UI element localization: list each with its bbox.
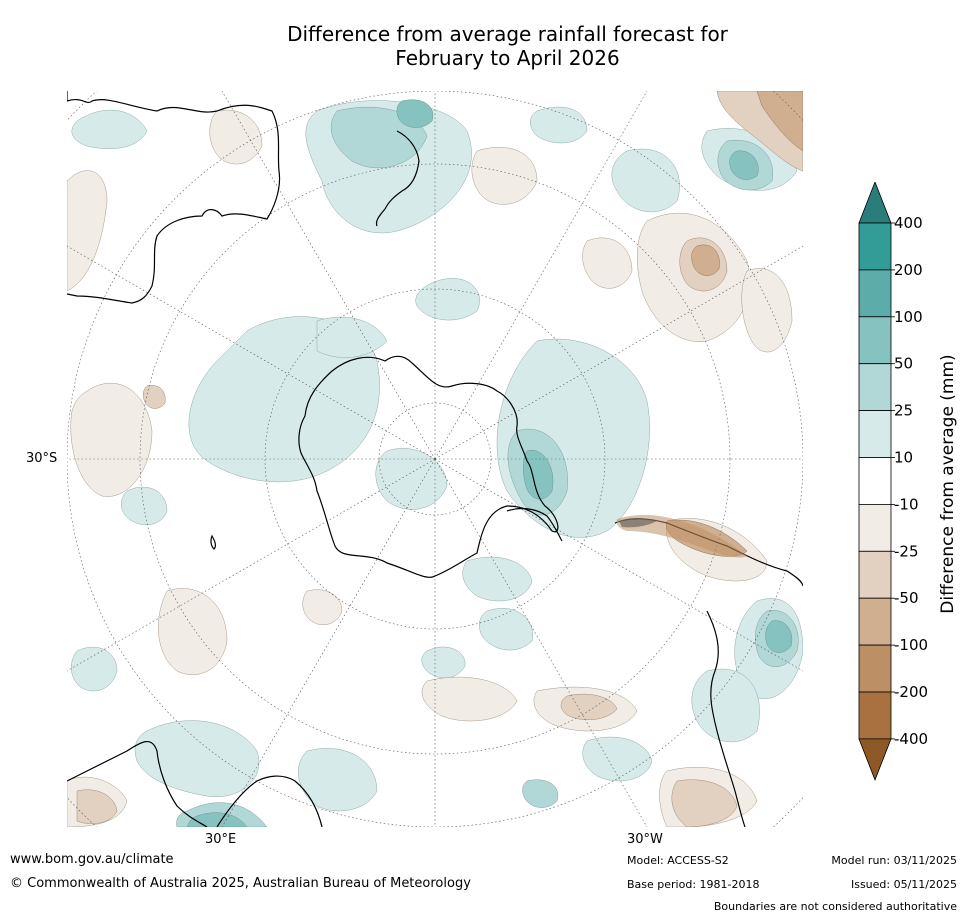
colorbar-tick-label: -100 [894,636,928,654]
graticule [67,91,803,827]
antarctica-coastline [298,355,559,578]
colorbar-bin [858,550,892,599]
colorbar-bin [858,691,892,740]
website-link[interactable]: www.bom.gov.au/climate [10,852,174,867]
colorbar-tick-label: 200 [894,261,923,279]
rainfall-map [67,91,803,827]
new-zealand-south-coastline [375,208,386,227]
base-period: Base period: 1981-2018 [627,878,760,891]
colorbar-tick-label: -10 [894,495,919,513]
model-run-date: Model run: 03/11/2025 [831,854,957,867]
south-america-west-coastline [706,610,746,827]
colorbar-tick-label: 10 [894,449,913,467]
boundaries-disclaimer: Boundaries are not considered authoritat… [713,900,957,913]
map-title: Difference from average rainfall forecas… [60,22,955,70]
africa-east-coastline [216,775,323,827]
longitude-label-30e: 30°E [205,832,237,847]
colorbar-tick-label: -50 [894,589,919,607]
andes-anomaly-band [616,514,747,558]
longitude-label-30w: 30°W [627,832,663,847]
andes-gray-band [619,517,657,528]
map-title-line1: Difference from average rainfall forecas… [287,22,728,46]
colorbar: 400 200 100 50 25 10 -10 -25 -50 -100 -200 -400 [857,180,965,782]
colorbar-tick-label: -400 [894,730,928,748]
copyright-text: © Commonwealth of Australia 2025, Austra… [10,876,471,891]
issued-date: Issued: 05/11/2025 [850,878,957,891]
africa-coastline [67,741,208,827]
colorbar-tick-label: 50 [894,355,913,373]
antarctic-peninsula-coastline [506,507,563,542]
colorbar-bin [858,457,892,505]
latitude-label-30s: 30°S [26,451,58,466]
colorbar-bin [858,644,892,693]
colorbar-bin [858,503,892,552]
colorbar-svg: 400 200 100 50 25 10 -10 -25 -50 -100 -200 -400 [858,180,928,782]
colorbar-extend-bottom [858,738,892,782]
colorbar-tick-label: 100 [894,308,923,326]
model-name: Model: ACCESS-S2 [627,854,729,867]
rainfall-map-svg [67,91,803,827]
colorbar-bin [858,316,892,365]
colorbar-extend-top [858,180,892,224]
colorbar-bin [858,363,892,411]
colorbar-tick-label: -200 [894,683,928,701]
map-title-line2: February to April 2026 [395,46,620,70]
colorbar-bin [858,269,892,318]
colorbar-bin [858,410,892,458]
colorbar-bin [858,222,892,271]
colorbar-tick-label: -25 [894,542,919,560]
new-zealand-coastline [384,130,420,210]
australia-coastline [67,91,281,304]
colorbar-bin [858,597,892,646]
colorbar-tick-label: 400 [894,214,923,232]
colorbar-tick-label: 25 [894,402,913,420]
colorbar-title: Difference from average (mm) [938,354,958,614]
madagascar-coastline [210,534,217,550]
